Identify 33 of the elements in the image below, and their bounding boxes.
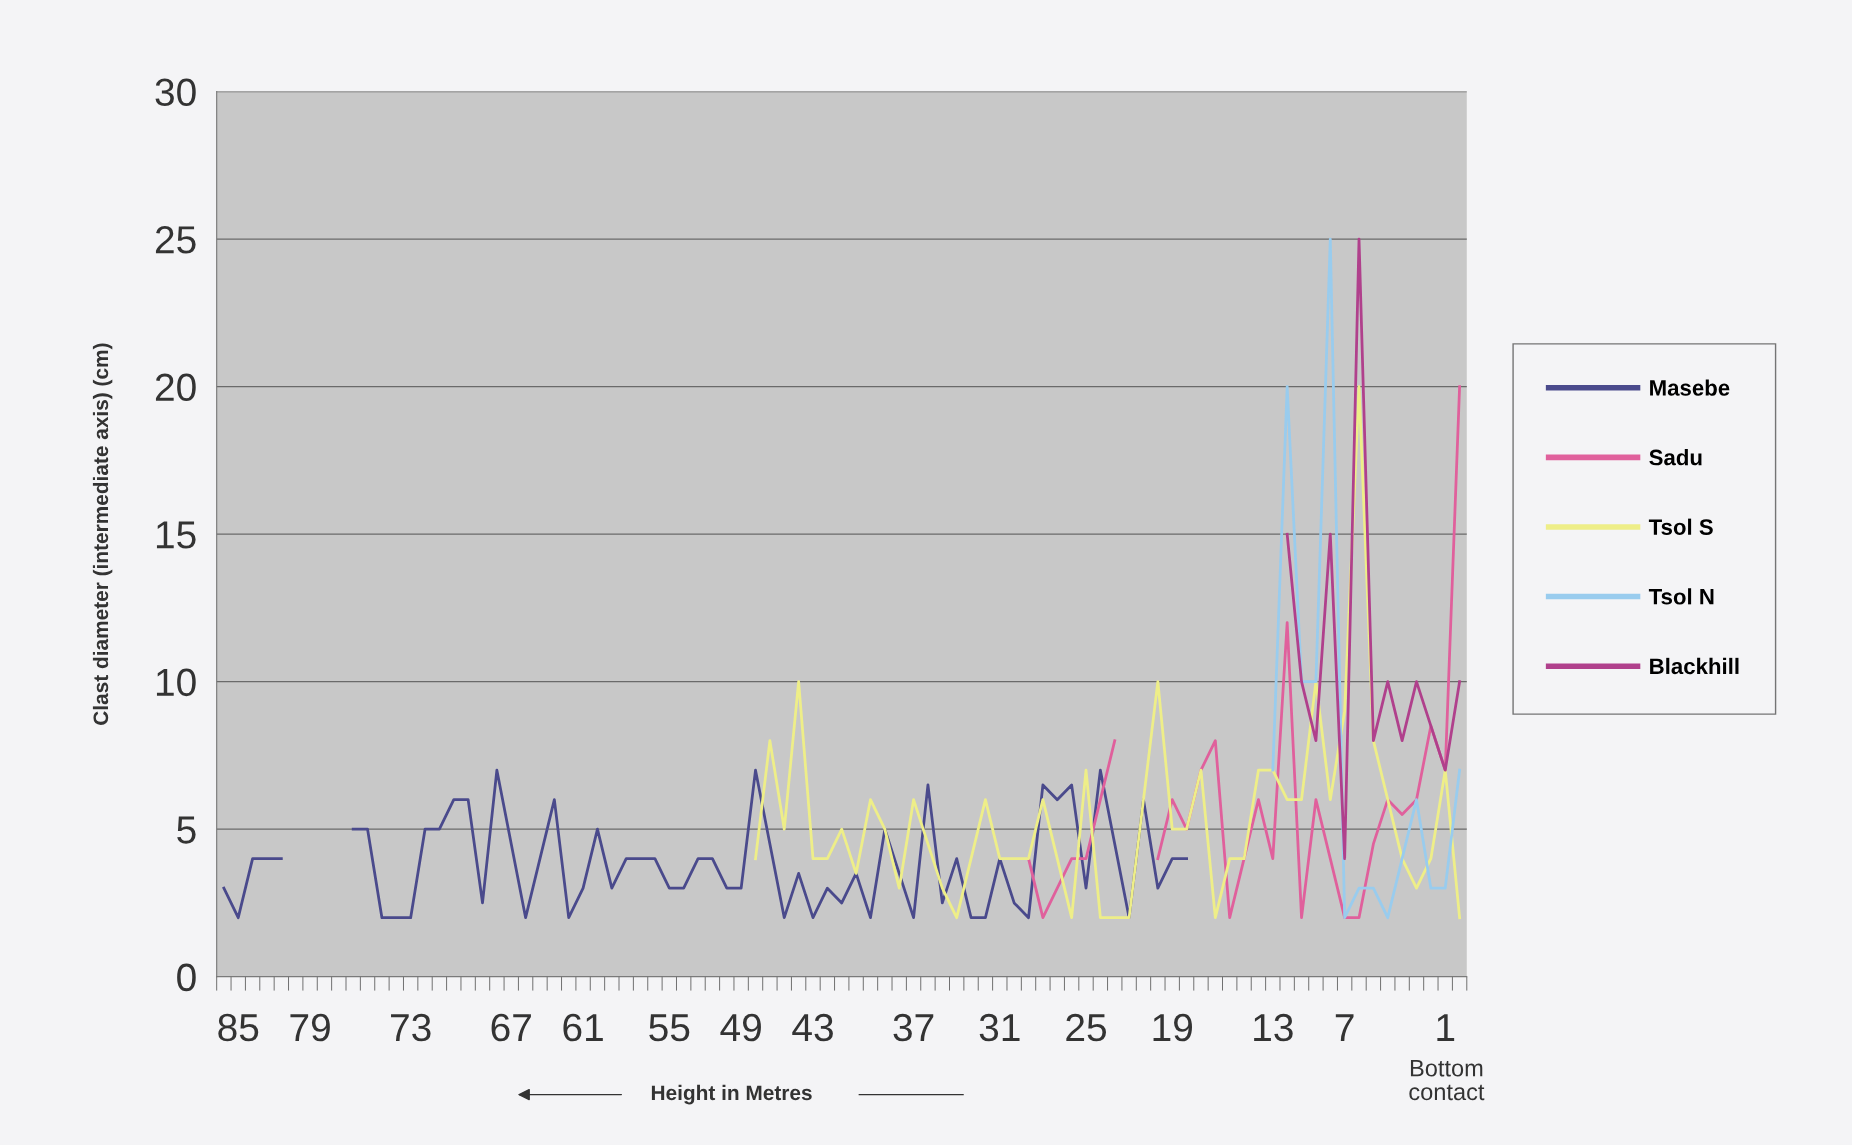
line-series	[1271, 237, 1461, 920]
x-tick-label: 19	[1153, 1013, 1193, 1042]
line-series	[754, 385, 1461, 920]
y-tick-label: 5	[177, 816, 196, 844]
x-tick-label: 25	[1066, 1013, 1107, 1042]
x-tick-label: 7	[1335, 1014, 1354, 1041]
text: Bottom contact	[1409, 1060, 1485, 1101]
y-tick-label: 10	[156, 668, 196, 697]
x-tick-label: 67	[491, 1013, 531, 1042]
y-tick-label: 25	[155, 226, 196, 254]
y-tick-label: 15	[156, 521, 196, 549]
x-tick-label: 73	[391, 1013, 431, 1042]
legend-label: Masebe	[1650, 379, 1730, 396]
x-tick-label: 61	[563, 1013, 603, 1042]
y-tick-label: 30	[155, 78, 196, 107]
line-series	[1285, 237, 1461, 861]
x-tick-label: 31	[979, 1013, 1020, 1042]
x-tick-label: 13	[1254, 1013, 1293, 1042]
legend-label: Sadu	[1649, 449, 1702, 466]
y-tick-label: 0	[177, 963, 196, 992]
y-tick-label: 20	[155, 373, 196, 402]
legend-label: Blackhill	[1650, 657, 1739, 675]
x-tick-label: 85	[218, 1013, 259, 1042]
x-tick-label: 37	[893, 1013, 934, 1042]
x-tick-label: 1	[1437, 1014, 1455, 1041]
legend-label: Tsol N	[1648, 588, 1714, 605]
x-tick-label: 43	[792, 1013, 833, 1042]
legend-label: Tsol S	[1648, 518, 1713, 535]
y-axis-title: Clast diameter (intermediate axis) (cm)	[92, 343, 113, 725]
x-tick-label: 79	[290, 1013, 330, 1042]
x-axis-title: Height in Metres	[651, 1084, 812, 1105]
x-tick-label: 55	[649, 1014, 690, 1042]
x-tick-label: 49	[720, 1013, 761, 1042]
